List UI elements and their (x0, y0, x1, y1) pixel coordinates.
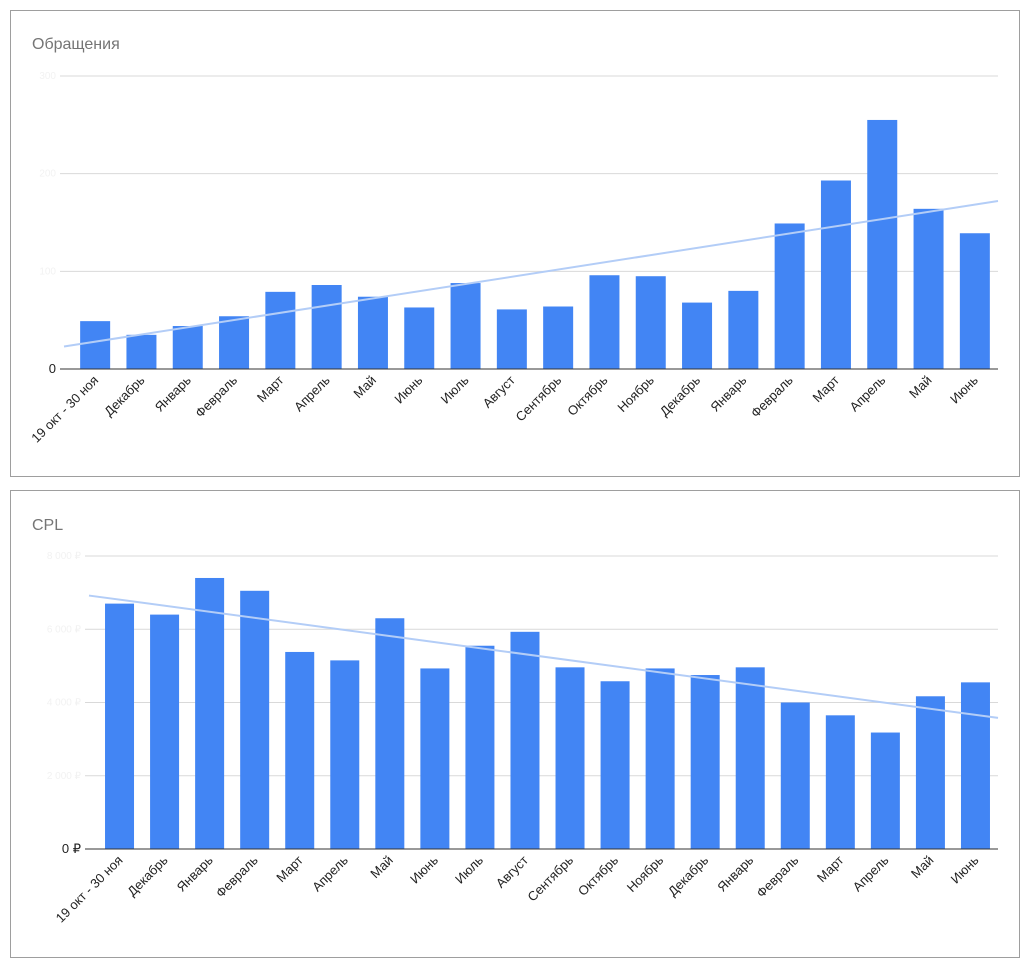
x-tick-label: 19 окт - 30 ноя (53, 853, 126, 926)
bar (375, 618, 405, 849)
bar (600, 681, 630, 849)
bar (774, 223, 805, 369)
x-tick-label: 19 окт - 30 ноя (28, 373, 101, 446)
x-tick-label: Март (809, 372, 842, 405)
x-tick-label: Октябрь (575, 852, 621, 898)
bar (960, 682, 990, 849)
bar (682, 302, 713, 369)
bar (265, 291, 296, 369)
bar (465, 645, 495, 849)
chart-title: CPL (32, 517, 64, 534)
x-tick-label: Июль (452, 852, 486, 886)
x-tick-label: Июнь (391, 372, 425, 406)
bar (959, 233, 990, 369)
x-tick-label: Сентябрь (524, 852, 576, 904)
bar (735, 667, 765, 849)
bar (820, 180, 851, 369)
x-tick-label: Февраль (213, 852, 261, 900)
bar (589, 275, 620, 369)
chart-panel-requests: Обращения 0 100 200 300 19 окт - 30 ноя Декаб… (10, 10, 1020, 477)
bar (172, 326, 203, 369)
cpl-bar-chart: 0 ₽ 2 000 ₽ 4 000 ₽ 6 000 ₽ 8 000 ₽ 19 окт - … (47, 551, 999, 926)
x-tick-label: Октябрь (564, 372, 610, 418)
bar (105, 603, 135, 849)
x-tick-label: Сентябрь (512, 372, 564, 424)
bar (870, 732, 900, 849)
x-tick-label: Февраль (753, 852, 801, 900)
x-tick-label: Август (480, 372, 518, 410)
bar (555, 667, 585, 849)
y-tick-label: 0 ₽ (62, 841, 81, 856)
y-tick-label: 4 000 ₽ (47, 698, 82, 709)
trendline (88, 594, 999, 719)
x-tick-label: Январь (707, 372, 749, 414)
x-tick-label: Апрель (847, 372, 889, 414)
trendline (63, 200, 999, 348)
x-tick-label: Май (367, 853, 396, 882)
bar (311, 285, 342, 369)
bar (645, 668, 675, 849)
bar (728, 290, 759, 369)
x-tick-label: Июнь (948, 852, 982, 886)
x-tick-label: Июнь (947, 372, 981, 406)
bar (240, 590, 270, 849)
x-tick-label: Апрель (850, 852, 892, 894)
x-tick-label: Февраль (192, 372, 240, 420)
bar (219, 316, 250, 369)
bar (867, 119, 898, 369)
bar (635, 276, 666, 369)
bar (126, 334, 157, 369)
x-tick-label: Май (906, 373, 935, 402)
bar (420, 668, 450, 849)
bar (150, 614, 180, 849)
x-tick-label: Январь (714, 852, 756, 894)
x-tick-label: Ноябрь (614, 372, 657, 415)
bar (330, 660, 360, 849)
bar (404, 307, 435, 369)
x-tick-label: Апрель (291, 372, 333, 414)
x-tick-label: Январь (152, 372, 194, 414)
x-tick-label: Май (350, 373, 379, 402)
y-tick-label: 2 000 ₽ (47, 771, 82, 782)
chart-panel-cpl: CPL 0 ₽ 2 000 ₽ 4 000 ₽ 6 000 ₽ 8 000 ₽ 19 ок… (10, 490, 1020, 958)
x-tick-label: Июнь (407, 852, 441, 886)
bar (825, 715, 855, 849)
x-tick-label: Декабрь (665, 852, 712, 899)
bar (285, 651, 315, 849)
bar (496, 309, 527, 369)
x-tick-label: Март (254, 372, 287, 405)
x-tick-label: Февраль (748, 372, 796, 420)
bar (80, 321, 111, 369)
x-tick-label: Июль (438, 372, 472, 406)
chart-title: Обращения (32, 36, 120, 53)
bar (915, 696, 945, 849)
bar (913, 208, 944, 369)
x-tick-label: Апрель (309, 852, 351, 894)
x-tick-label: Декабрь (101, 372, 148, 419)
bar (450, 283, 481, 369)
y-tick-label: 0 (49, 361, 56, 376)
bar (357, 296, 388, 369)
bar (780, 702, 810, 849)
x-tick-label: Май (908, 853, 937, 882)
y-tick-label: 300 (39, 71, 56, 82)
y-tick-label: 200 (39, 169, 56, 180)
x-tick-label: Август (493, 852, 531, 890)
bar (195, 577, 225, 849)
bar (543, 306, 574, 369)
x-tick-label: Декабрь (124, 852, 171, 899)
x-tick-label: Ноябрь (624, 852, 667, 895)
bar (510, 631, 540, 849)
x-tick-label: Март (273, 852, 306, 885)
x-tick-label: Март (814, 852, 847, 885)
y-tick-label: 100 (39, 266, 56, 277)
x-tick-label: Январь (174, 852, 216, 894)
x-tick-label: Декабрь (657, 372, 704, 419)
y-tick-label: 8 000 ₽ (47, 551, 82, 562)
y-tick-label: 6 000 ₽ (47, 624, 82, 635)
bar (690, 675, 720, 849)
